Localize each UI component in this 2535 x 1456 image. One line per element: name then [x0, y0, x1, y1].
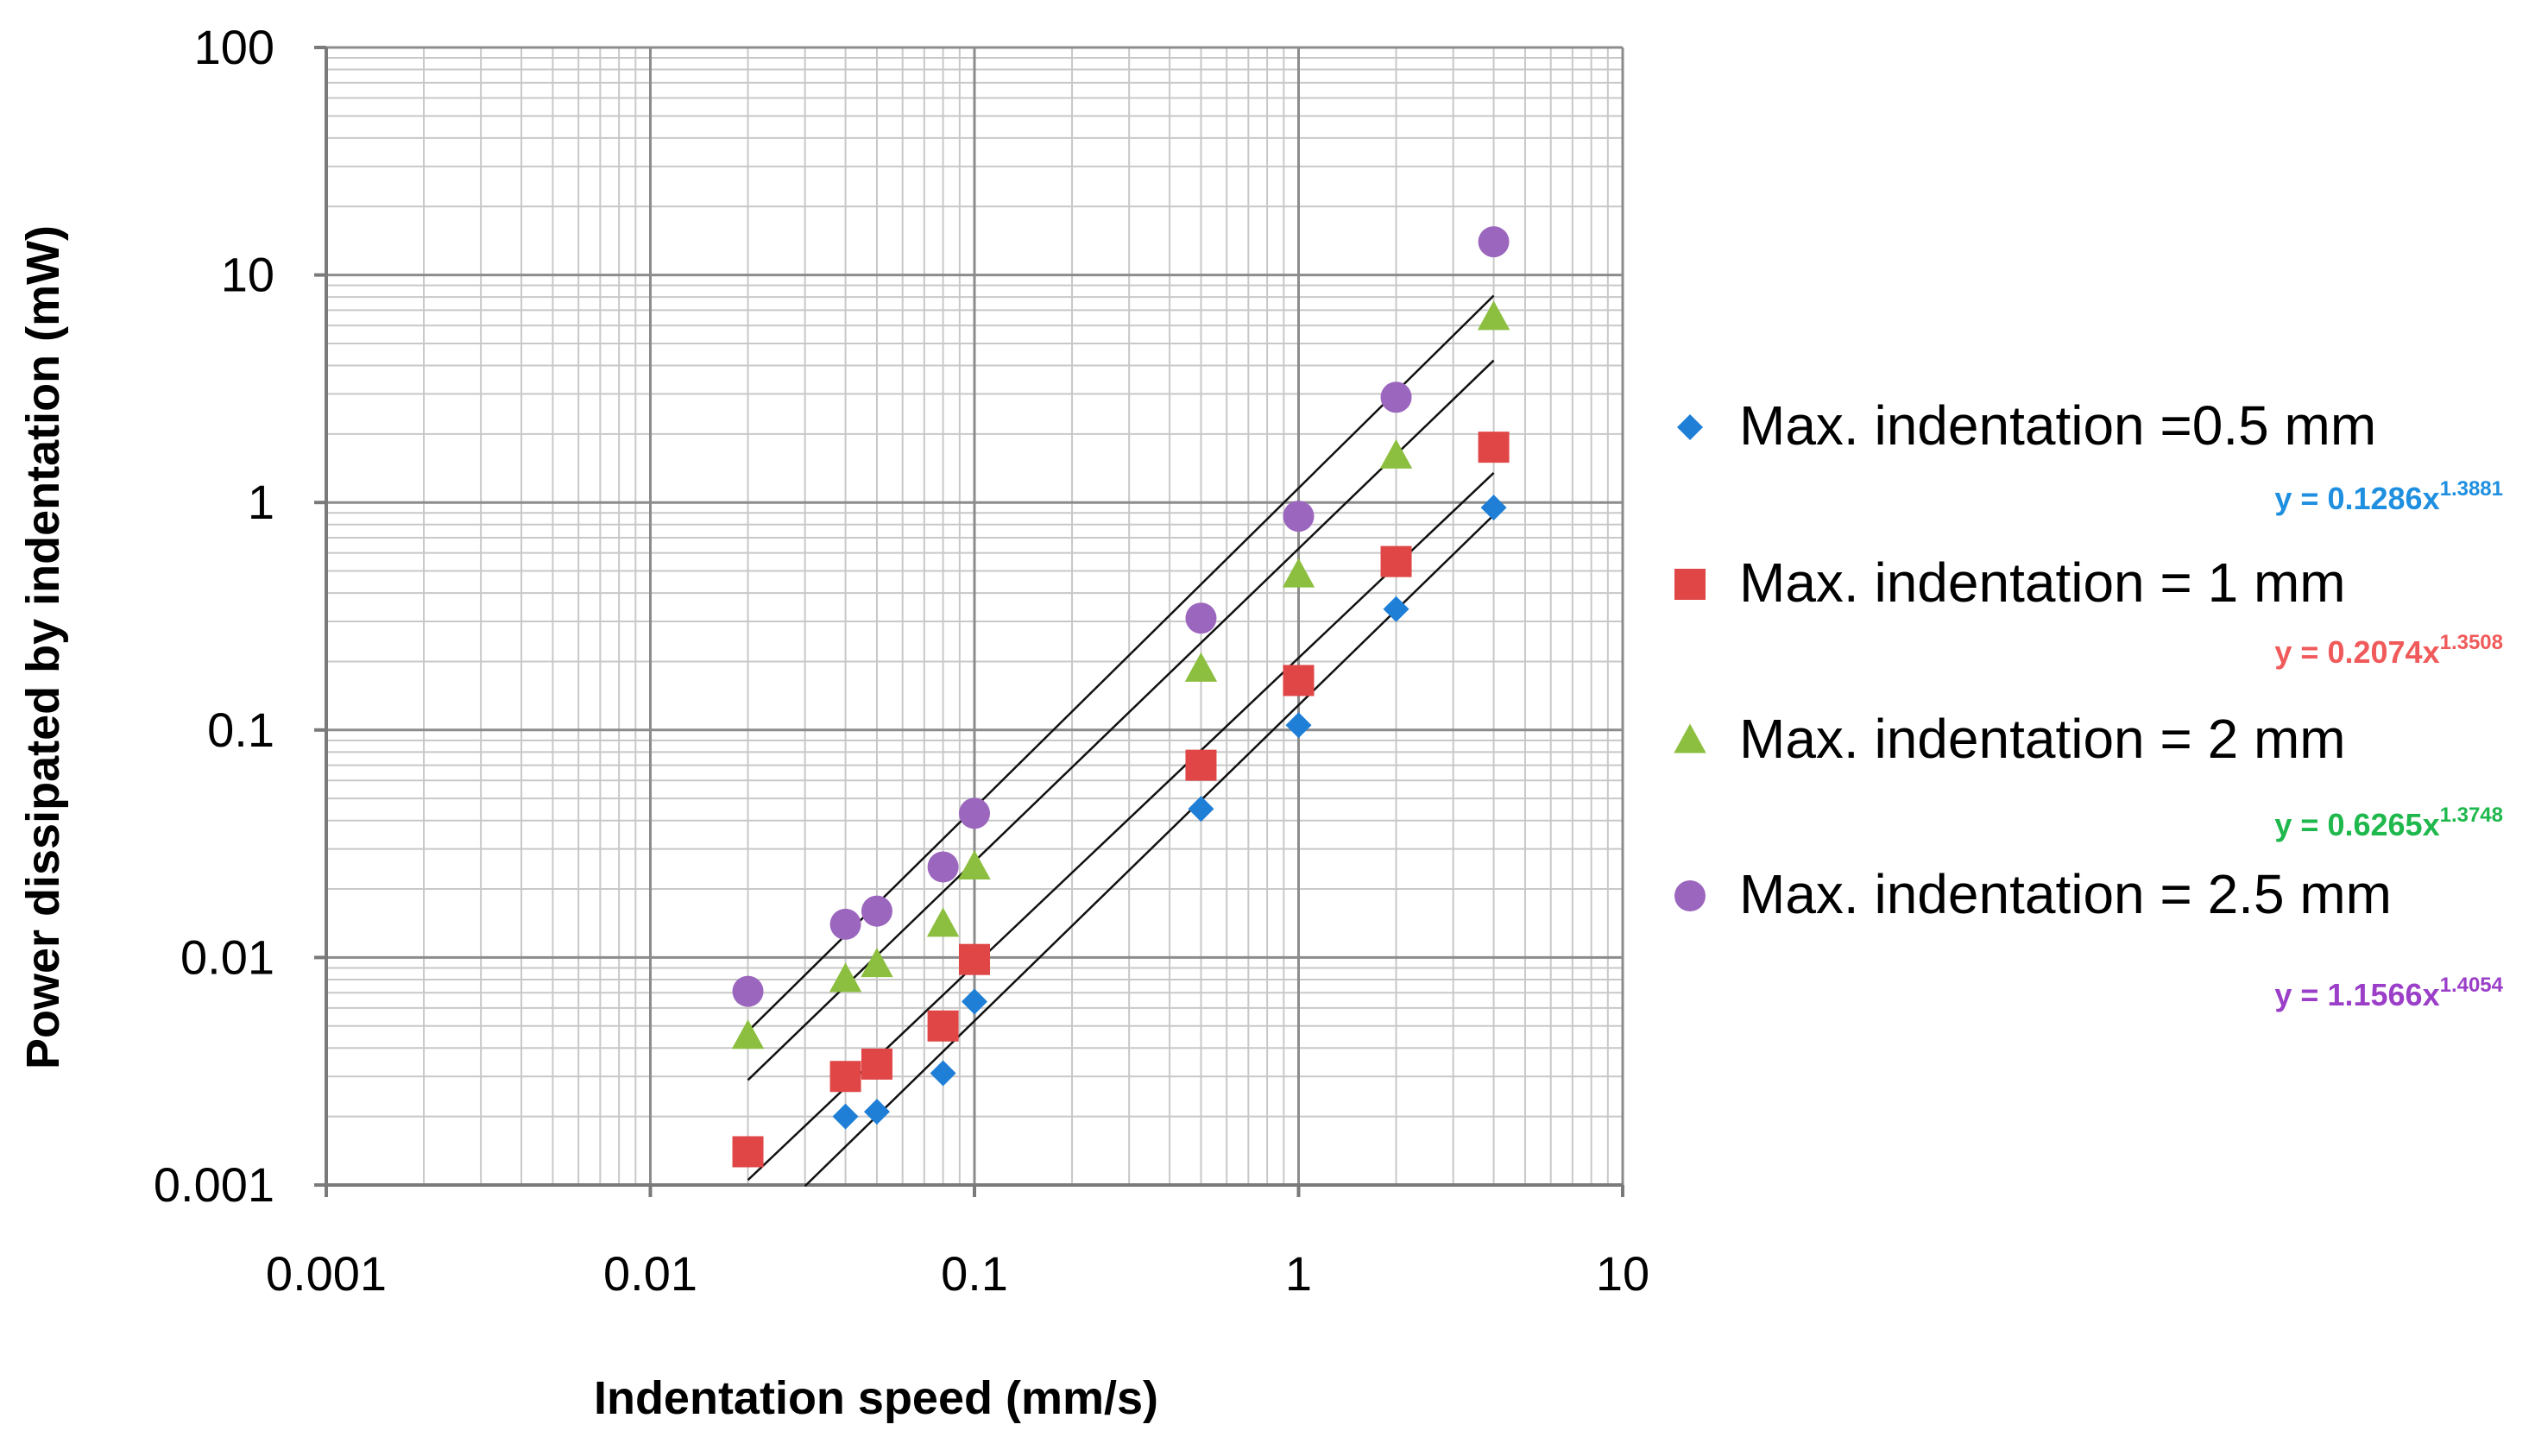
- trendline: [804, 514, 1495, 1188]
- trendline-equation: y = 0.2074x1.3508: [2274, 631, 2503, 670]
- triangle-point: [1184, 652, 1218, 682]
- diamond-point: [863, 1099, 890, 1125]
- x-tick-labels: 0.001 0.01 0.1 1 10: [266, 1246, 1649, 1301]
- x-tick-label: 0.01: [603, 1246, 697, 1301]
- square-point: [861, 1048, 892, 1080]
- circle-point: [829, 908, 861, 940]
- x-tick-label: 10: [1596, 1246, 1649, 1301]
- triangle-point: [1379, 438, 1413, 469]
- legend: Max. indentation =0.5 mm y = 0.1286x1.388…: [1674, 394, 2504, 1012]
- square-point: [959, 943, 990, 975]
- circle-point: [1185, 602, 1217, 634]
- legend-label: Max. indentation = 2.5 mm: [1739, 863, 2392, 925]
- diamond-point: [1480, 495, 1507, 521]
- y-tick-label: 0.1: [207, 703, 274, 757]
- circle-point: [927, 851, 959, 883]
- y-tick-labels: 0.001 0.01 0.1 1 10 100: [154, 20, 274, 1212]
- legend-diamond-marker: [1677, 414, 1703, 440]
- square-point: [829, 1061, 861, 1093]
- y-axis-title: Power dissipated by indentation (mW): [17, 225, 69, 1069]
- circle-point: [959, 797, 990, 829]
- square-point: [1478, 432, 1510, 463]
- x-axis-title: Indentation speed (mm/s): [594, 1372, 1158, 1424]
- x-tick-label: 1: [1285, 1246, 1312, 1301]
- square-point: [1185, 749, 1217, 781]
- circle-point: [1380, 381, 1412, 413]
- triangle-point: [926, 907, 960, 937]
- triangle-point: [1282, 558, 1315, 588]
- y-tick-label: 100: [194, 20, 274, 74]
- triangle-point: [861, 948, 893, 978]
- y-tick-label: 0.001: [154, 1157, 274, 1212]
- legend-label: Max. indentation = 2 mm: [1739, 708, 2346, 770]
- triangle-point: [958, 849, 991, 879]
- diamond-point: [930, 1060, 956, 1087]
- diamond-point: [1285, 712, 1312, 739]
- trendline-equation: y = 0.1286x1.3881: [2274, 477, 2503, 516]
- triangle-point: [1477, 300, 1510, 331]
- y-tick-label: 1: [248, 475, 274, 529]
- circle-point: [1283, 501, 1315, 533]
- diamond-point: [832, 1103, 859, 1130]
- y-tick-label: 10: [221, 248, 274, 302]
- square-point: [1380, 545, 1412, 577]
- minor-gridlines: [326, 47, 1623, 1185]
- circle-point: [861, 895, 892, 927]
- major-gridlines: [314, 46, 1624, 1197]
- triangle-point: [829, 962, 862, 993]
- square-point: [1283, 665, 1315, 696]
- legend-triangle-marker: [1674, 723, 1706, 753]
- circle-point: [1478, 226, 1510, 258]
- diamond-point: [1188, 796, 1214, 823]
- trendline-equation: y = 1.1566x1.4054: [2274, 974, 2503, 1012]
- x-tick-label: 0.1: [941, 1246, 1008, 1301]
- circle-point: [732, 975, 764, 1007]
- diamond-point: [962, 988, 987, 1015]
- legend-square-marker: [1674, 569, 1706, 600]
- legend-label: Max. indentation = 1 mm: [1739, 552, 2346, 614]
- x-tick-label: 0.001: [266, 1246, 387, 1301]
- legend-label: Max. indentation =0.5 mm: [1739, 394, 2376, 457]
- data-points: [731, 226, 1510, 1168]
- diamond-point: [1383, 596, 1409, 622]
- trendline-equation: y = 0.6265x1.3748: [2274, 804, 2503, 842]
- y-tick-label: 0.01: [180, 930, 274, 984]
- legend-circle-marker: [1674, 880, 1706, 911]
- square-point: [732, 1136, 764, 1168]
- square-point: [927, 1010, 959, 1042]
- triangle-point: [731, 1019, 765, 1049]
